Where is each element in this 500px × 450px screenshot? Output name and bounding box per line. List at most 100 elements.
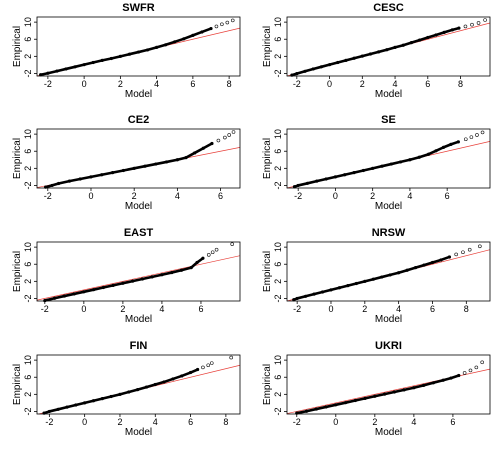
panel-se-point (371, 166, 375, 170)
panel-swfr-point (214, 24, 219, 29)
panel-cesc-xlabel: Model (375, 89, 402, 100)
panel-ukri-point (422, 383, 426, 387)
panel-ukri: UKRI -2 0 2 4 6 -2 2 6 10 Model Empirical (262, 340, 491, 438)
panel-cesc-title: CESC (373, 2, 404, 14)
panel-se-ytick-label: 2 (273, 166, 283, 171)
panel-cesc-frame (286, 16, 491, 77)
panel-nrsw-point (380, 275, 384, 279)
panel-ce2-ytick-label: 10 (23, 129, 33, 139)
panel-nrsw-point (422, 263, 426, 267)
panel-east-xtick-label: 2 (120, 304, 125, 314)
panel-se-point (426, 152, 431, 156)
panel-swfr-xtick-label: 4 (154, 79, 159, 89)
panel-se-xlabel: Model (375, 201, 402, 212)
panel-ukri-point (402, 388, 406, 392)
panel-cesc-point (476, 21, 481, 25)
panel-fin-ytick-label: 6 (23, 375, 33, 380)
panel-ce2-frame (36, 128, 241, 189)
panel-cesc-xtick-label: 8 (458, 79, 463, 89)
panel-ce2-xtick-label: 2 (132, 191, 137, 201)
panel-nrsw-ytick-label: 2 (273, 279, 283, 284)
panel-cesc-point (409, 41, 414, 45)
panel-swfr-point (109, 56, 113, 61)
panel-cesc-point (311, 67, 315, 71)
panel-fin-xtick-label: 2 (117, 417, 122, 427)
panel-fin-xlabel: Model (125, 427, 152, 438)
panel-nrsw-point (454, 252, 458, 257)
panel-nrsw-xtick-label: 6 (430, 304, 435, 314)
panel-se-ytick-label: -2 (273, 181, 283, 189)
panel-fin-point (47, 409, 51, 414)
panel-east-point (72, 292, 76, 296)
panel-ukri-point (449, 376, 453, 380)
panel-ukri-point (441, 378, 445, 382)
panel-swfr-ytick-label: 10 (23, 17, 33, 27)
panel-east-point-band (43, 256, 205, 302)
panel-se-point (475, 133, 479, 137)
panel-cesc-xtick-label: 0 (327, 79, 332, 89)
panel-ukri-ylabel: Empirical (262, 364, 273, 405)
panel-ce2-point (175, 158, 179, 162)
panel-nrsw-point (346, 284, 350, 288)
panel-ukri-point (373, 394, 377, 398)
panel-cesc-point (385, 48, 389, 52)
panel-east-title: EAST (124, 227, 154, 239)
panel-cesc-xtick-label: 4 (393, 79, 398, 89)
panel-nrsw-point (329, 288, 333, 292)
panel-se-point (380, 164, 384, 168)
panel-east-point (189, 266, 193, 270)
panel-ce2-point (223, 135, 227, 140)
panel-ukri-point (324, 405, 328, 409)
panel-swfr-point (173, 40, 177, 44)
panel-se-point (469, 135, 474, 139)
panel-cesc-xtick-label: 2 (360, 79, 365, 89)
panel-ce2-point (110, 171, 115, 175)
panel-ukri-xtick-label: 4 (411, 417, 416, 427)
panel-cesc-point (377, 50, 381, 54)
panel-east-point (140, 277, 145, 281)
panel-ukri-ytick-label: -2 (273, 407, 283, 415)
panel-ce2-point (164, 160, 169, 164)
panel-swfr-point (46, 71, 50, 75)
panel-se-point (434, 149, 438, 153)
panel-east-point (210, 250, 215, 255)
panel-se-point (305, 181, 310, 185)
panel-fin-ytick-label: 2 (23, 392, 33, 397)
panel-nrsw-ytick-label: -2 (273, 294, 283, 302)
panel-ce2-xlabel: Model (125, 201, 152, 212)
panel-ukri-xtick-label: 6 (450, 417, 455, 427)
panel-ce2-point (227, 133, 232, 137)
panel-ce2-xtick-label: 6 (218, 191, 223, 201)
panel-nrsw-title: NRSW (372, 227, 406, 239)
panel-ce2-point (216, 138, 221, 143)
panel-se-point (449, 142, 453, 146)
panel-se-point (463, 137, 468, 142)
panel-ce2-point (231, 130, 236, 134)
panel-ukri-point (392, 390, 396, 394)
panel-east-ytick-label: 6 (23, 262, 33, 267)
panel-fin-xtick-label: 0 (82, 417, 87, 427)
panel-se-point (361, 168, 365, 173)
panel-cesc-point (327, 63, 332, 67)
panel-ukri-point (462, 371, 467, 375)
panel-fin-point (162, 380, 166, 384)
panel-nrsw-frame (286, 241, 491, 302)
panel-se-title: SE (381, 114, 396, 126)
panel-ce2-xtick-label: -2 (44, 191, 52, 201)
panel-cesc-point (418, 38, 422, 42)
panel-swfr-point (100, 58, 104, 62)
panel-swfr-point (230, 18, 235, 23)
panel-ce2-point (56, 181, 61, 186)
panel-swfr-point (225, 20, 230, 25)
panel-swfr-xtick-label: 0 (82, 79, 87, 89)
panel-east-point (206, 253, 211, 257)
panel-ukri-frame (286, 354, 491, 415)
panel-se-ylabel: Empirical (262, 138, 273, 179)
panel-nrsw-point (447, 255, 452, 259)
panel-swfr-title: SWFR (122, 2, 154, 14)
panel-east-point (131, 279, 135, 283)
panel-east-ylabel: Empirical (12, 251, 23, 292)
panel-fin-point (100, 397, 104, 401)
panel-east-point (82, 290, 86, 294)
panel-nrsw-point (312, 292, 316, 296)
